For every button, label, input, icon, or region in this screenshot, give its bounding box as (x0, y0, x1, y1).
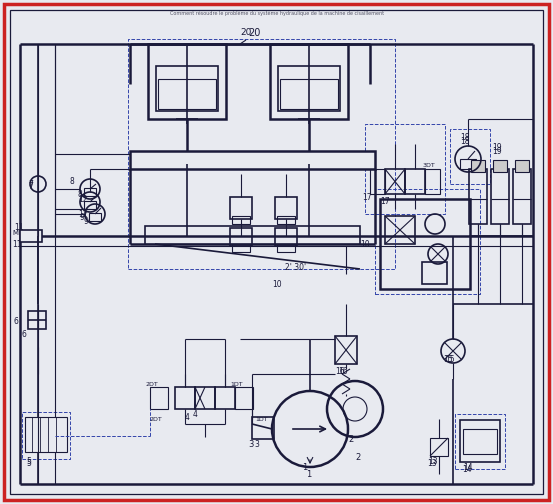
Text: 1DT: 1DT (230, 382, 243, 387)
Bar (84, 201, 96, 209)
Bar (515, 160, 529, 172)
Text: 5: 5 (26, 457, 31, 466)
Text: 6: 6 (14, 317, 19, 326)
Bar (25, 417, 67, 452)
Bar (175, 387, 195, 409)
Bar (235, 387, 253, 409)
Text: 5: 5 (26, 459, 31, 468)
Text: 13: 13 (427, 459, 437, 468)
Text: 3: 3 (248, 440, 253, 449)
Bar (148, 44, 226, 119)
Text: 18: 18 (460, 133, 469, 142)
Bar (232, 216, 250, 224)
Text: 1: 1 (302, 463, 307, 472)
Text: 20: 20 (240, 28, 252, 37)
Text: 2DT: 2DT (145, 382, 158, 387)
Bar (385, 169, 405, 194)
Bar (28, 311, 46, 329)
Bar (385, 216, 415, 244)
Bar (195, 387, 215, 409)
Text: 19: 19 (492, 143, 502, 152)
Text: 11: 11 (14, 223, 23, 232)
Text: 2' 30': 2' 30' (285, 263, 306, 272)
Bar (380, 199, 470, 289)
Text: 12: 12 (78, 210, 87, 219)
Bar (232, 244, 250, 252)
Text: 14: 14 (463, 463, 473, 472)
Bar (84, 188, 96, 196)
Text: 4: 4 (193, 410, 198, 419)
Text: 10: 10 (360, 240, 369, 249)
Bar (158, 79, 216, 109)
Bar (422, 262, 447, 284)
Bar (230, 197, 252, 219)
Text: 9: 9 (80, 213, 85, 222)
Text: 15: 15 (445, 355, 455, 364)
Text: 7: 7 (28, 180, 33, 189)
Bar (425, 169, 440, 194)
Bar (130, 151, 375, 169)
Bar (20, 230, 42, 242)
Bar (145, 226, 360, 244)
Bar (275, 197, 297, 219)
Text: M: M (12, 230, 18, 236)
Text: 15: 15 (443, 355, 452, 364)
Text: 19: 19 (492, 147, 502, 156)
Text: 6: 6 (22, 330, 27, 339)
Bar (463, 429, 497, 454)
Text: 16: 16 (335, 367, 345, 376)
Bar (370, 169, 385, 194)
Bar (335, 336, 357, 364)
Bar (270, 44, 348, 119)
Text: 2: 2 (348, 435, 353, 444)
Bar (277, 244, 295, 252)
Text: 7: 7 (28, 182, 33, 191)
Text: Comment résoudre le problème du système hydraulique de la machine de cisaillemen: Comment résoudre le problème du système … (170, 10, 384, 16)
Bar (493, 160, 507, 172)
Text: 8: 8 (70, 177, 75, 186)
Text: 16: 16 (338, 367, 348, 376)
Text: 20: 20 (248, 28, 260, 38)
Bar (89, 213, 101, 221)
Bar (277, 216, 295, 224)
Text: 1: 1 (306, 470, 311, 479)
Text: 3: 3 (254, 440, 259, 449)
Bar (275, 228, 297, 246)
Text: 13: 13 (428, 457, 437, 466)
Text: 8: 8 (78, 190, 83, 199)
Bar (280, 79, 338, 109)
Text: 17: 17 (362, 193, 372, 202)
Text: 12: 12 (78, 195, 87, 204)
Bar (513, 169, 531, 224)
Bar (460, 420, 500, 462)
Text: 2: 2 (355, 453, 360, 462)
Text: 2DT: 2DT (149, 417, 161, 422)
Text: 11: 11 (12, 240, 22, 249)
Bar (460, 159, 476, 169)
Text: 4: 4 (185, 413, 190, 422)
Bar (156, 66, 218, 111)
Bar (278, 66, 340, 111)
Bar (252, 417, 274, 439)
Bar (230, 228, 252, 246)
Text: 1DT: 1DT (255, 417, 268, 422)
Text: 9: 9 (83, 217, 88, 226)
Text: 17: 17 (380, 197, 390, 206)
Bar (215, 387, 235, 409)
Text: 18: 18 (460, 137, 469, 146)
Bar (430, 438, 448, 456)
Bar (405, 169, 425, 194)
Bar (491, 169, 509, 224)
Text: 14: 14 (462, 465, 472, 474)
Text: 3DT: 3DT (423, 163, 436, 168)
Bar (471, 160, 485, 172)
Bar (150, 387, 168, 409)
Text: 10: 10 (272, 280, 281, 289)
Bar (469, 169, 487, 224)
